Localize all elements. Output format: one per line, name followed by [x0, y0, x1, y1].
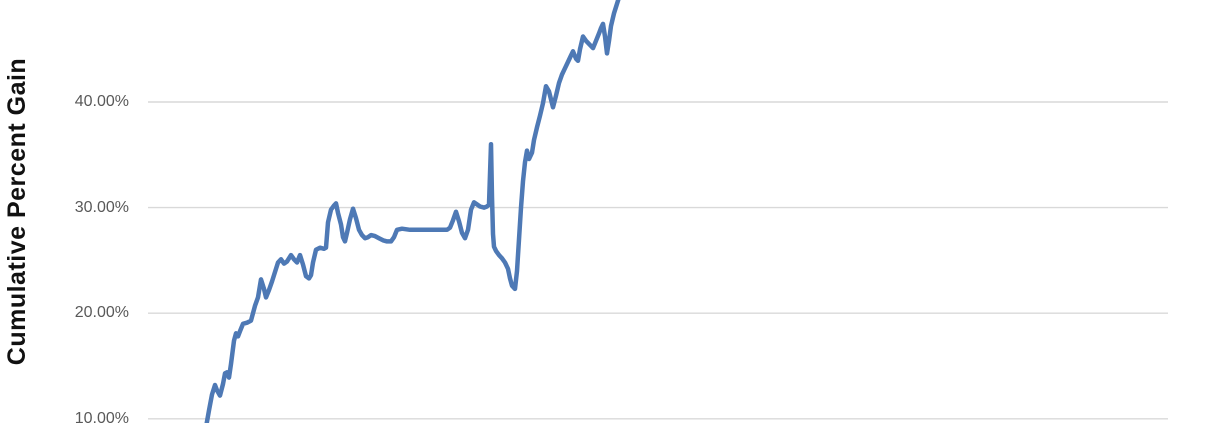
series-line [204, 0, 621, 423]
